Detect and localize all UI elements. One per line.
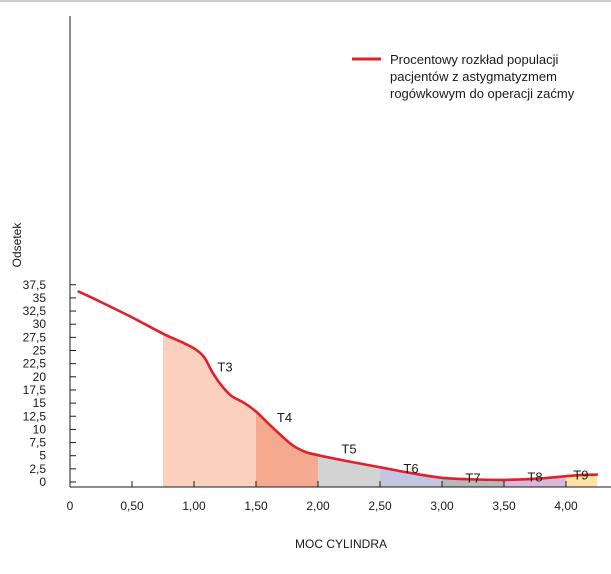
curve-layer — [77, 290, 599, 482]
region-labels: T3 T4 T5 T6 T7 T8 T9 — [217, 359, 588, 485]
x-tick-label: 2,50 — [368, 499, 392, 513]
y-tick-label: 2,5 — [29, 462, 46, 476]
y-ticks: 02,557,51012,51517,52022,52527,53032,535… — [23, 278, 76, 489]
x-tick-label: 2,00 — [306, 499, 330, 513]
y-tick-label: 27,5 — [23, 330, 47, 344]
y-tick-label: 25 — [33, 344, 47, 358]
region-label-t7: T7 — [465, 470, 480, 485]
x-axis-title: MOC CYLINDRA — [295, 537, 387, 551]
region-t3 — [163, 291, 256, 487]
region-label-t3: T3 — [217, 359, 232, 374]
y-tick-label: 32,5 — [23, 304, 47, 318]
y-tick-label: 35 — [33, 291, 47, 305]
y-axis-title: Odsetek — [10, 222, 24, 268]
x-tick-label: 1,50 — [244, 499, 268, 513]
x-tick-label: 0,50 — [120, 499, 144, 513]
region-label-t4: T4 — [277, 410, 292, 425]
x-ticks: 0 0,50 1,00 1,50 2,00 2,50 3,00 3,50 4,00 — [67, 481, 578, 513]
x-tick-label: 4,00 — [554, 499, 578, 513]
y-tick-label: 12,5 — [23, 409, 47, 423]
y-tick-label: 30 — [33, 317, 47, 331]
y-tick-label: 22,5 — [23, 357, 47, 371]
series-line — [77, 290, 599, 482]
x-tick-label: 3,00 — [430, 499, 454, 513]
y-tick-label: 0 — [39, 475, 46, 489]
region-label-t5: T5 — [341, 441, 356, 456]
y-tick-label: 5 — [39, 449, 46, 463]
region-t5 — [318, 291, 380, 487]
x-tick-label: 1,00 — [182, 499, 206, 513]
legend: Procentowy rozkład populacji pacjentów z … — [352, 52, 575, 101]
region-label-t6: T6 — [403, 461, 418, 476]
legend-label: Procentowy rozkład populacji pacjentów z … — [390, 52, 575, 101]
y-tick-label: 15 — [33, 396, 47, 410]
y-tick-label: 17,5 — [23, 383, 47, 397]
axes-layer — [69, 16, 611, 488]
y-tick-label: 20 — [33, 370, 47, 384]
region-label-t9: T9 — [573, 468, 588, 483]
x-tick-label: 3,50 — [492, 499, 516, 513]
region-t9 — [566, 291, 597, 487]
y-tick-label: 7,5 — [29, 436, 46, 450]
y-tick-label: 10 — [33, 422, 47, 436]
x-tick-label: 0 — [67, 499, 74, 513]
y-tick-label: 37,5 — [23, 278, 47, 292]
region-label-t8: T8 — [527, 469, 542, 484]
